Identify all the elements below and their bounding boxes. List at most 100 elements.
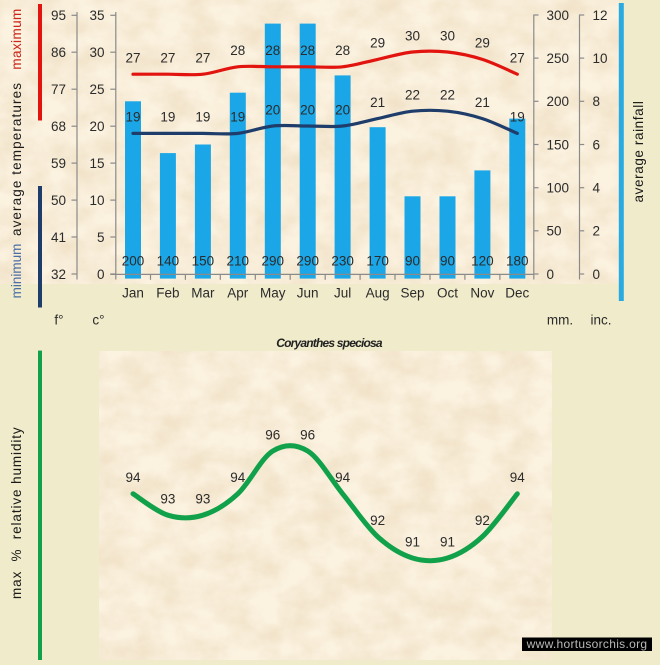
svg-text:f°: f° bbox=[54, 312, 63, 327]
svg-text:100: 100 bbox=[547, 181, 570, 196]
svg-text:30: 30 bbox=[89, 45, 104, 60]
svg-text:c°: c° bbox=[92, 312, 104, 327]
svg-text:90: 90 bbox=[440, 253, 455, 268]
svg-text:maximum: maximum bbox=[9, 8, 24, 69]
svg-text:Mar: Mar bbox=[191, 285, 215, 300]
svg-text:minimum: minimum bbox=[9, 244, 24, 299]
svg-text:22: 22 bbox=[440, 88, 455, 103]
svg-text:32: 32 bbox=[51, 267, 66, 282]
svg-text:30: 30 bbox=[440, 28, 455, 43]
svg-text:12: 12 bbox=[593, 8, 608, 23]
svg-text:22: 22 bbox=[405, 88, 420, 103]
svg-text:59: 59 bbox=[51, 156, 66, 171]
svg-text:290: 290 bbox=[262, 253, 285, 268]
svg-text:35: 35 bbox=[89, 8, 104, 23]
svg-text:max % relative humidity: max % relative humidity bbox=[9, 426, 24, 599]
svg-text:41: 41 bbox=[51, 230, 66, 245]
svg-text:20: 20 bbox=[89, 119, 104, 134]
svg-text:Nov: Nov bbox=[470, 285, 494, 300]
svg-text:0: 0 bbox=[593, 267, 601, 282]
svg-text:28: 28 bbox=[335, 43, 350, 58]
svg-text:29: 29 bbox=[475, 36, 490, 51]
svg-text:Apr: Apr bbox=[227, 285, 249, 300]
svg-text:25: 25 bbox=[89, 82, 104, 97]
svg-text:27: 27 bbox=[160, 51, 175, 66]
svg-text:May: May bbox=[260, 285, 286, 300]
svg-text:91: 91 bbox=[440, 534, 455, 549]
svg-text:6: 6 bbox=[593, 137, 601, 152]
svg-text:94: 94 bbox=[230, 470, 246, 485]
svg-text:180: 180 bbox=[506, 253, 529, 268]
svg-text:29: 29 bbox=[370, 36, 385, 51]
svg-text:28: 28 bbox=[230, 43, 245, 58]
svg-text:93: 93 bbox=[160, 492, 175, 507]
svg-text:120: 120 bbox=[471, 253, 494, 268]
svg-text:92: 92 bbox=[475, 513, 490, 528]
svg-text:91: 91 bbox=[405, 534, 420, 549]
svg-text:150: 150 bbox=[547, 137, 570, 152]
svg-text:150: 150 bbox=[192, 253, 215, 268]
svg-text:average temperatures: average temperatures bbox=[9, 82, 24, 236]
svg-text:10: 10 bbox=[89, 193, 104, 208]
svg-text:19: 19 bbox=[195, 110, 210, 125]
svg-text:94: 94 bbox=[125, 470, 141, 485]
svg-text:21: 21 bbox=[475, 95, 490, 110]
svg-text:27: 27 bbox=[510, 51, 525, 66]
svg-text:94: 94 bbox=[510, 470, 526, 485]
svg-text:Jan: Jan bbox=[122, 285, 144, 300]
svg-text:96: 96 bbox=[265, 427, 280, 442]
svg-text:5: 5 bbox=[97, 230, 105, 245]
svg-text:210: 210 bbox=[227, 253, 250, 268]
svg-text:15: 15 bbox=[89, 156, 104, 171]
svg-text:19: 19 bbox=[160, 110, 175, 125]
svg-text:200: 200 bbox=[547, 94, 570, 109]
svg-text:77: 77 bbox=[51, 82, 66, 97]
svg-text:250: 250 bbox=[547, 51, 570, 66]
svg-text:30: 30 bbox=[405, 28, 420, 43]
svg-text:inc.: inc. bbox=[590, 312, 611, 327]
svg-text:27: 27 bbox=[125, 51, 140, 66]
svg-text:www.hortusorchis.org: www.hortusorchis.org bbox=[526, 637, 648, 651]
svg-text:10: 10 bbox=[593, 51, 608, 66]
svg-text:Feb: Feb bbox=[156, 285, 179, 300]
svg-text:95: 95 bbox=[51, 8, 66, 23]
svg-text:140: 140 bbox=[157, 253, 180, 268]
svg-text:average rainfall: average rainfall bbox=[631, 101, 646, 203]
svg-text:20: 20 bbox=[335, 102, 350, 117]
svg-text:90: 90 bbox=[405, 253, 420, 268]
svg-text:28: 28 bbox=[300, 43, 315, 58]
svg-text:93: 93 bbox=[195, 492, 210, 507]
svg-text:50: 50 bbox=[51, 193, 66, 208]
svg-text:68: 68 bbox=[51, 119, 66, 134]
svg-text:2: 2 bbox=[593, 224, 601, 239]
svg-text:Dec: Dec bbox=[505, 285, 529, 300]
svg-text:8: 8 bbox=[593, 94, 601, 109]
svg-text:Coryanthes speciosa: Coryanthes speciosa bbox=[276, 336, 383, 350]
svg-text:19: 19 bbox=[125, 110, 140, 125]
svg-text:21: 21 bbox=[370, 95, 385, 110]
svg-text:86: 86 bbox=[51, 45, 66, 60]
svg-text:300: 300 bbox=[547, 8, 570, 23]
svg-text:92: 92 bbox=[370, 513, 385, 528]
svg-text:19: 19 bbox=[510, 110, 525, 125]
svg-text:Jul: Jul bbox=[334, 285, 351, 300]
svg-text:4: 4 bbox=[593, 181, 601, 196]
svg-text:28: 28 bbox=[265, 43, 280, 58]
svg-text:94: 94 bbox=[335, 470, 351, 485]
svg-text:Jun: Jun bbox=[297, 285, 319, 300]
svg-text:50: 50 bbox=[547, 224, 562, 239]
svg-text:19: 19 bbox=[230, 110, 245, 125]
svg-text:290: 290 bbox=[296, 253, 319, 268]
svg-text:Aug: Aug bbox=[366, 285, 390, 300]
svg-text:96: 96 bbox=[300, 427, 315, 442]
svg-text:0: 0 bbox=[97, 267, 105, 282]
svg-text:170: 170 bbox=[366, 253, 389, 268]
svg-text:0: 0 bbox=[547, 267, 555, 282]
svg-text:mm.: mm. bbox=[547, 312, 573, 327]
svg-text:27: 27 bbox=[195, 51, 210, 66]
svg-text:Oct: Oct bbox=[437, 285, 458, 300]
svg-text:230: 230 bbox=[331, 253, 354, 268]
svg-text:Sep: Sep bbox=[400, 285, 424, 300]
svg-text:20: 20 bbox=[265, 102, 280, 117]
svg-text:20: 20 bbox=[300, 102, 315, 117]
